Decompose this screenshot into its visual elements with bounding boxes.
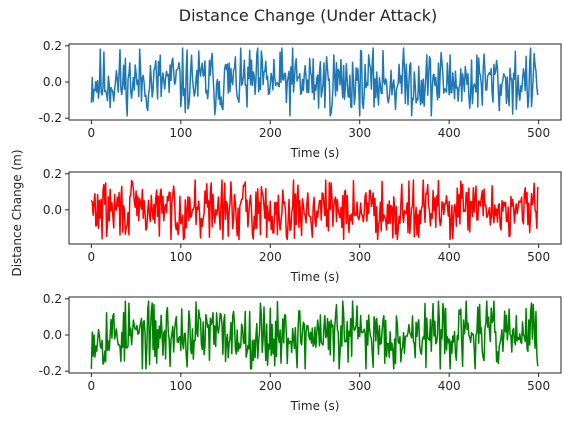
- subplots: 0 100 200 300 400 500 -0.2 0.0 0.2 Time (s) 0 100 20…: [39, 39, 562, 413]
- y-tick-label: 0.0: [43, 203, 62, 217]
- x-tick-label: 300: [348, 126, 371, 140]
- subplot-1: 0 100 200 300 400 500 -0.2 0.0 0.2 Time (s): [39, 39, 562, 160]
- y-tick-label: 0.2: [43, 292, 62, 306]
- x-tick-label: 300: [348, 250, 371, 264]
- x-tick-label: 400: [438, 250, 461, 264]
- x-axis-label: Time (s): [290, 399, 340, 413]
- shared-y-axis-label: Distance Change (m): [10, 149, 24, 276]
- x-tick-label: 500: [527, 250, 550, 264]
- x-tick-label: 400: [438, 379, 461, 393]
- x-tick-label: 200: [259, 250, 282, 264]
- plot-frame: [68, 171, 562, 245]
- x-tick-label: 200: [259, 379, 282, 393]
- subplot-3: 0 100 200 300 400 500 -0.2 0.0 0.2 Time (s): [39, 292, 562, 413]
- series-line-1: [90, 47, 539, 117]
- y-tick-label: 0.0: [43, 75, 62, 89]
- x-tick-label: 0: [88, 250, 96, 264]
- x-tick-label: 400: [438, 126, 461, 140]
- x-tick-label: 500: [527, 126, 550, 140]
- x-tick-label: 100: [169, 379, 192, 393]
- x-axis-label: Time (s): [290, 146, 340, 160]
- x-axis-label: Time (s): [290, 270, 340, 284]
- x-tick-label: 0: [88, 379, 96, 393]
- x-tick-label: 300: [348, 379, 371, 393]
- series-line-3: [90, 300, 539, 370]
- series-line-2: [90, 179, 539, 241]
- x-tick-label: 100: [169, 126, 192, 140]
- x-tick-label: 500: [527, 379, 550, 393]
- x-tick-label: 100: [169, 250, 192, 264]
- figure-title: Distance Change (Under Attack): [179, 6, 437, 25]
- y-tick-label: 0.2: [43, 167, 62, 181]
- y-tick-label: -0.2: [39, 111, 62, 125]
- y-tick-label: -0.2: [39, 364, 62, 378]
- y-tick-label: 0.2: [43, 39, 62, 53]
- y-tick-label: 0.0: [43, 328, 62, 342]
- x-tick-label: 200: [259, 126, 282, 140]
- x-tick-label: 0: [88, 126, 96, 140]
- subplot-2: 0 100 200 300 400 500 0.0 0.2 Time (s): [43, 167, 562, 284]
